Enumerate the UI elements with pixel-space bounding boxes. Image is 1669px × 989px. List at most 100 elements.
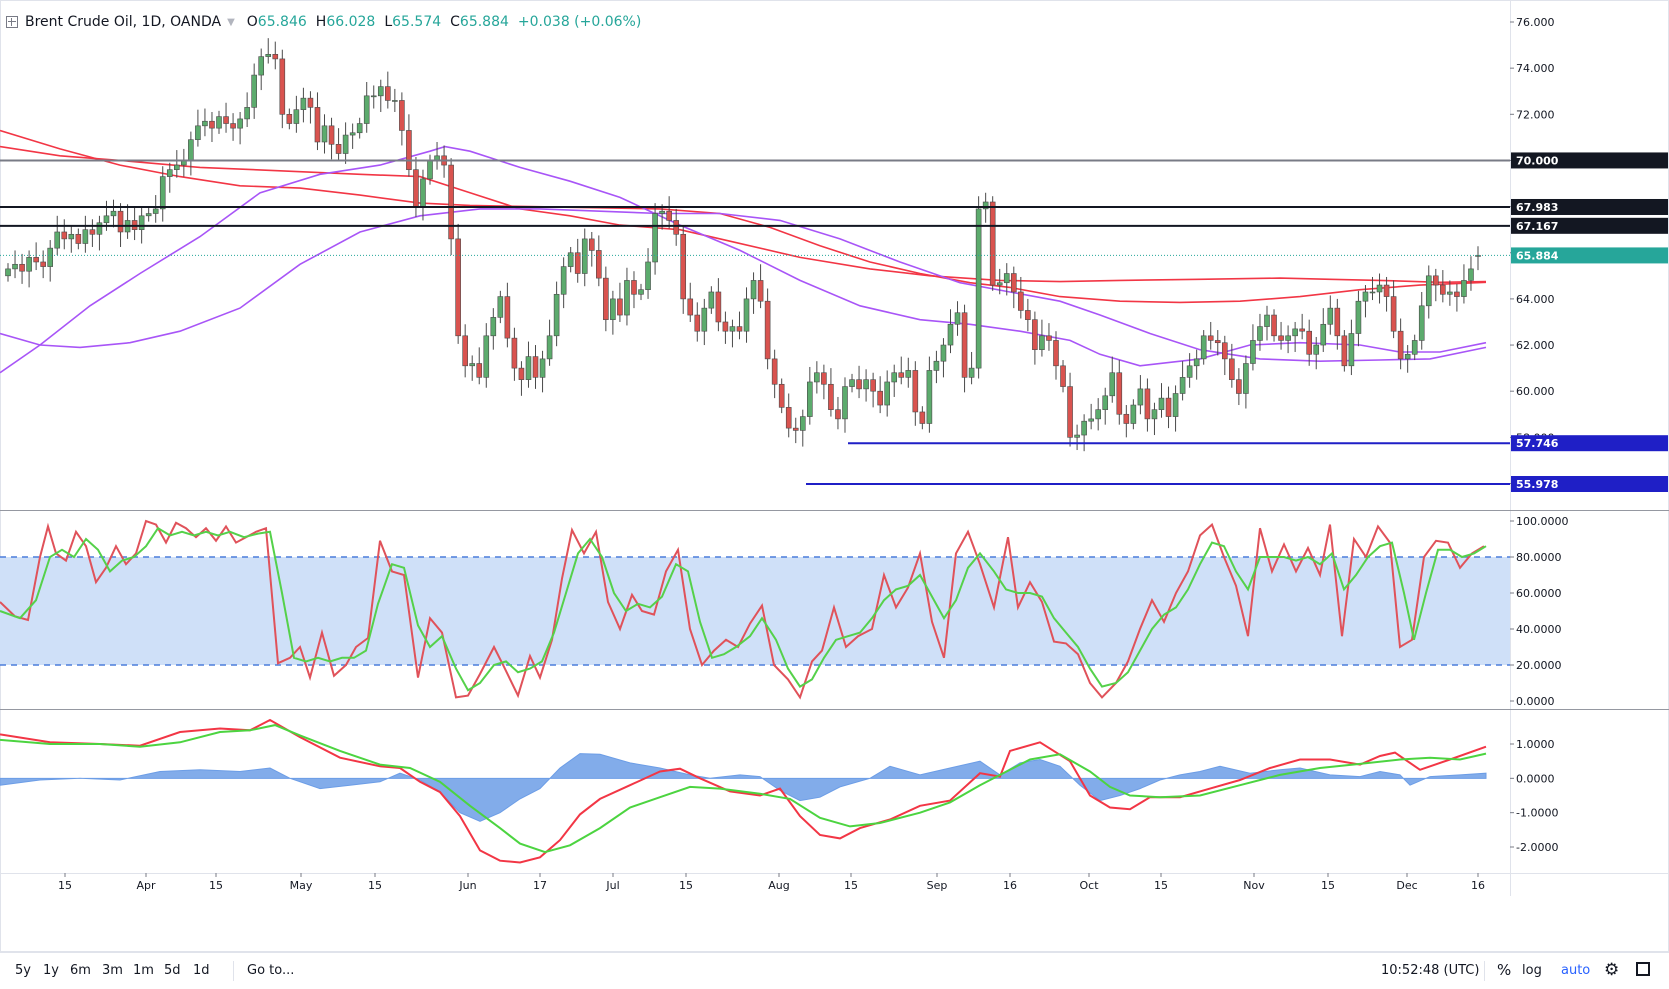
moving-average-line — [0, 145, 1487, 374]
candle-body — [349, 132, 356, 136]
candle-body — [307, 97, 314, 108]
candle-body — [1144, 388, 1151, 420]
candle-body — [1046, 335, 1052, 341]
candle-body — [455, 238, 461, 337]
stochastic-tick-label: 20.0000 — [1516, 659, 1562, 672]
candle-body — [406, 130, 412, 170]
candle-body — [1003, 273, 1010, 284]
stochastic-band — [0, 557, 1510, 665]
candle-body — [1411, 340, 1418, 355]
collapse-legend-icon[interactable] — [6, 16, 18, 28]
moving-average-line — [0, 208, 1487, 363]
price-label-box — [1511, 198, 1668, 215]
time-tick-label: Nov — [1243, 879, 1265, 892]
candle-body — [279, 58, 286, 115]
candle-body — [863, 379, 869, 390]
price-label: 67.167 — [1516, 220, 1558, 233]
candle-body — [504, 296, 511, 339]
time-tick-label: Jul — [605, 879, 619, 892]
macd-tick-label: -1.0000 — [1516, 807, 1558, 820]
chevron-down-icon[interactable]: ▼ — [227, 16, 235, 28]
candle-body — [666, 210, 672, 221]
candle-body — [828, 383, 834, 410]
time-tick-label: Jun — [458, 879, 476, 892]
candle-body — [856, 379, 862, 390]
candle-body — [912, 370, 919, 413]
candle-body — [328, 125, 335, 145]
candle-body — [1236, 379, 1242, 394]
log-scale-toggle[interactable]: log — [1522, 963, 1542, 978]
candle-body — [1271, 314, 1277, 337]
candle-body — [152, 208, 159, 214]
candle-body — [195, 125, 201, 140]
goto-button[interactable]: Go to... — [247, 963, 295, 978]
candle-body — [596, 250, 602, 279]
candle-body — [680, 233, 687, 300]
candle-body — [701, 307, 708, 332]
macd-tick-label: -2.0000 — [1516, 841, 1558, 854]
candle-body — [5, 268, 11, 277]
candle-body — [1165, 397, 1172, 417]
stochastic-line — [0, 526, 1487, 692]
candle-body — [413, 169, 419, 207]
candle-body — [1397, 330, 1404, 360]
candle-body — [258, 56, 265, 76]
candle-body — [546, 335, 553, 360]
toolbar-divider — [233, 961, 234, 981]
candle-body — [659, 210, 665, 214]
candle-body — [1200, 335, 1207, 360]
candle-body — [645, 261, 651, 290]
candle-body — [757, 280, 764, 302]
low-value: L65.574 — [384, 14, 442, 30]
candle-body — [1032, 319, 1038, 350]
open-value: O65.846 — [246, 14, 307, 30]
candle-body — [518, 367, 525, 380]
candle-body — [420, 178, 426, 207]
candle-body — [905, 370, 912, 378]
candle-body — [370, 95, 377, 98]
symbol-title[interactable]: Brent Crude Oil, 1D, OANDA — [25, 14, 222, 30]
range-6m-button[interactable]: 6m — [70, 963, 91, 978]
time-tick-label: 15 — [679, 879, 693, 892]
range-1m-button[interactable]: 1m — [133, 963, 154, 978]
candle-body — [392, 100, 398, 102]
time-tick-label: 15 — [58, 879, 72, 892]
candle-body — [814, 372, 820, 383]
range-3m-button[interactable]: 3m — [102, 963, 123, 978]
candle-body — [12, 263, 18, 270]
gear-icon[interactable]: ⚙ — [1604, 960, 1620, 980]
candle-body — [1243, 363, 1249, 394]
candle-body — [792, 427, 799, 431]
candle-body — [849, 379, 855, 387]
candle-body — [1102, 395, 1109, 410]
chart-canvas[interactable]: 76.00074.00072.00070.00068.00066.00064.0… — [0, 0, 1669, 952]
stochastic-tick-label: 100.0000 — [1516, 515, 1569, 528]
candle-body — [117, 210, 124, 233]
time-tick-label: 17 — [533, 879, 547, 892]
macd-line — [0, 724, 1487, 854]
candle-body — [1425, 275, 1432, 307]
stochastic-tick-label: 0.0000 — [1516, 695, 1555, 708]
auto-scale-toggle[interactable]: auto — [1561, 963, 1591, 978]
range-1y-button[interactable]: 1y — [43, 963, 59, 978]
price-label-box — [1511, 247, 1668, 264]
candle-body — [989, 201, 996, 286]
candle-body — [145, 213, 152, 217]
range-5y-button[interactable]: 5y — [15, 963, 31, 978]
candle-body — [1018, 291, 1024, 311]
candle-body — [708, 291, 715, 309]
candle-body — [567, 252, 574, 267]
range-5d-button[interactable]: 5d — [164, 963, 181, 978]
candle-body — [1186, 365, 1193, 378]
range-1d-button[interactable]: 1d — [193, 963, 210, 978]
price-label: 55.978 — [1516, 478, 1558, 491]
candle-body — [1053, 340, 1059, 367]
fullscreen-icon[interactable] — [1636, 962, 1650, 976]
candle-body — [982, 201, 989, 210]
candle-body — [244, 107, 250, 120]
candle-body — [272, 54, 279, 60]
candle-body — [476, 363, 483, 378]
price-label: 57.746 — [1516, 437, 1559, 450]
candle-body — [870, 379, 876, 392]
percent-scale-toggle[interactable]: % — [1497, 961, 1512, 979]
